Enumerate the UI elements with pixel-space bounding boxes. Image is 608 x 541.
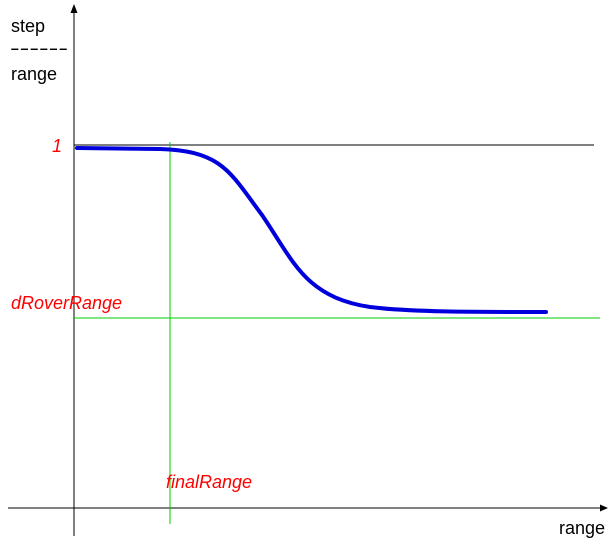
drover-range-label: dRoverRange	[11, 293, 122, 313]
step-curve	[75, 146, 548, 314]
x-axis-arrowhead	[600, 504, 608, 512]
y-axis-label-step: step	[11, 16, 45, 36]
level-one-label: 1	[52, 136, 62, 156]
y-axis-label-range: range	[11, 64, 57, 84]
y-axis-label-divider: ------	[10, 38, 68, 58]
y-axis-arrowhead	[70, 4, 78, 13]
final-range-label: finalRange	[166, 472, 252, 492]
x-axis-label: range	[559, 518, 605, 538]
